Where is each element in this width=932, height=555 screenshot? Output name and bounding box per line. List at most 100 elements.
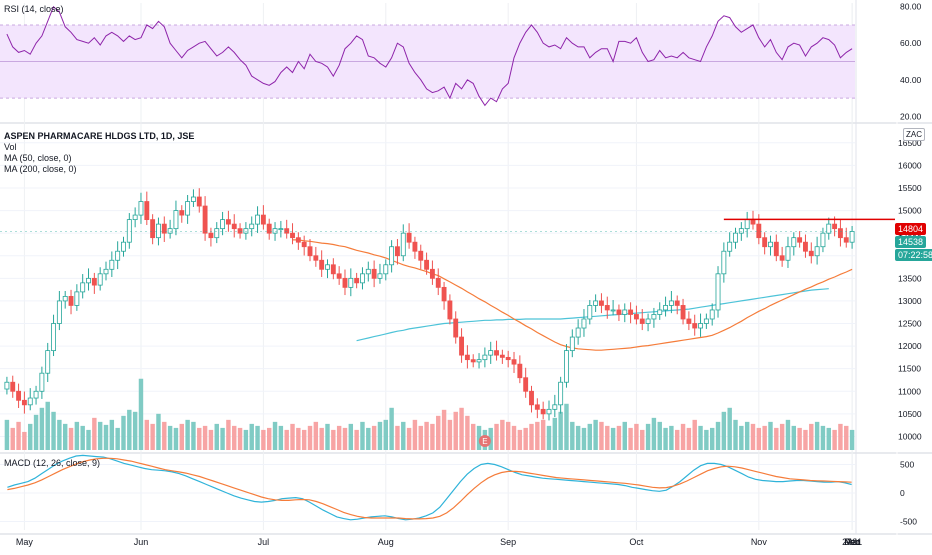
x-tick-label-1: Jun [134, 537, 149, 547]
candle-body-98 [575, 327, 581, 338]
volume-bar-130 [762, 425, 767, 450]
last-price-badge: 14538 [895, 236, 927, 248]
volume-bar-63 [371, 425, 377, 450]
candle-body-107 [628, 309, 634, 315]
candle-body-69 [406, 232, 412, 243]
candle-body-2 [16, 390, 22, 401]
candle-body-54 [319, 259, 325, 270]
volume-bar-47 [278, 425, 284, 450]
volume-bar-97 [570, 421, 575, 450]
x-tick-label-8: 2021 [842, 537, 862, 547]
currency-badge[interactable]: ZAC [903, 128, 925, 141]
volume-bar-8 [51, 411, 56, 450]
volume-bar-40 [237, 427, 243, 450]
volume-bar-59 [348, 423, 354, 450]
candle-body-96 [564, 350, 569, 383]
volume-bar-43 [255, 425, 260, 450]
candle-body-22 [132, 214, 138, 221]
volume-bar-54 [319, 427, 324, 450]
rsi-tick-80: 80.00 [900, 2, 922, 12]
volume-bar-25 [150, 423, 155, 450]
earnings-marker-label: E [482, 437, 487, 446]
volume-bar-26 [156, 413, 161, 450]
volume-bar-1 [10, 427, 15, 450]
volume-bar-133 [779, 423, 785, 450]
volume-bar-7 [45, 401, 50, 450]
candle-body-55 [325, 264, 330, 270]
candle-body-136 [797, 237, 803, 243]
price-tick-10500: 10500 [898, 409, 922, 419]
volume-bar-131 [768, 421, 773, 450]
candle-body-92 [540, 408, 546, 415]
volume-bar-64 [377, 421, 383, 450]
rsi-title: RSI (14, close) [4, 4, 64, 14]
candle-body-45 [266, 223, 272, 234]
macd-title: MACD (12, 26, close, 9) [4, 458, 101, 468]
price-tick-12500: 12500 [898, 319, 922, 329]
volume-bar-67 [395, 425, 400, 450]
candle-body-50 [295, 237, 301, 243]
volume-bar-30 [179, 423, 184, 450]
volume-bar-42 [249, 423, 254, 450]
candle-body-133 [779, 255, 785, 261]
candle-body-3 [21, 399, 27, 406]
volume-bar-122 [715, 421, 721, 450]
x-tick-label-6: Nov [751, 537, 768, 547]
x-tick-label-3: Aug [378, 537, 394, 547]
volume-bar-77 [453, 411, 458, 450]
x-tick-label-5: Oct [629, 537, 644, 547]
candle-body-86 [505, 356, 511, 361]
volume-bar-110 [645, 423, 651, 450]
candle-body-123 [721, 250, 727, 275]
volume-bar-10 [62, 423, 68, 450]
candle-body-1 [10, 381, 16, 392]
candle-body-100 [587, 305, 593, 320]
candle-body-41 [243, 228, 249, 234]
volume-bar-44 [261, 429, 266, 450]
countdown-badge: 07:22:58 [895, 249, 932, 261]
volume-bar-45 [266, 427, 272, 450]
candle-body-66 [389, 246, 395, 266]
candle-body-91 [534, 404, 540, 410]
volume-bar-134 [785, 419, 791, 450]
volume-bar-124 [727, 407, 732, 450]
volume-bar-126 [739, 425, 744, 450]
candle-body-129 [756, 223, 762, 239]
resistance-line: E [0, 218, 895, 447]
volume-bar-78 [459, 407, 464, 450]
candle-body-68 [400, 232, 406, 257]
candle-body-76 [447, 300, 453, 320]
candle-body-46 [272, 228, 278, 234]
volume-bar-121 [709, 427, 715, 450]
price-tick-12000: 12000 [898, 341, 922, 351]
volume-bar-107 [628, 427, 633, 450]
candle-body-131 [768, 241, 773, 248]
candle-body-145 [849, 231, 855, 243]
volume-bar-13 [80, 425, 85, 450]
volume-bar-128 [750, 423, 756, 450]
volume-bar-66 [389, 407, 394, 450]
volume-bar-123 [721, 411, 727, 450]
volume-bar-108 [634, 423, 639, 450]
price-tick-13500: 13500 [898, 273, 922, 283]
macd-tick-0: 0 [900, 488, 905, 498]
candle-body-140 [820, 232, 826, 248]
volume-bar-20 [121, 415, 126, 450]
volume-bar-95 [558, 411, 563, 450]
candle-body-128 [750, 219, 756, 225]
candle-body-139 [814, 246, 820, 257]
candle-body-25 [150, 219, 156, 239]
candle-body-21 [126, 219, 132, 243]
volume-bar-81 [476, 425, 482, 450]
volume-bar-105 [616, 425, 622, 450]
volume-bar-101 [593, 419, 598, 450]
volume-bar-114 [669, 425, 674, 450]
volume-bar-58 [342, 427, 348, 450]
x-tick-label-9: Feb [844, 537, 860, 547]
candle-body-63 [371, 268, 377, 279]
volume-bar-29 [173, 427, 179, 450]
candle-body-89 [523, 377, 529, 392]
candle-body-4 [27, 397, 33, 406]
candle-body-88 [517, 363, 523, 379]
volume-bar-102 [599, 421, 604, 450]
